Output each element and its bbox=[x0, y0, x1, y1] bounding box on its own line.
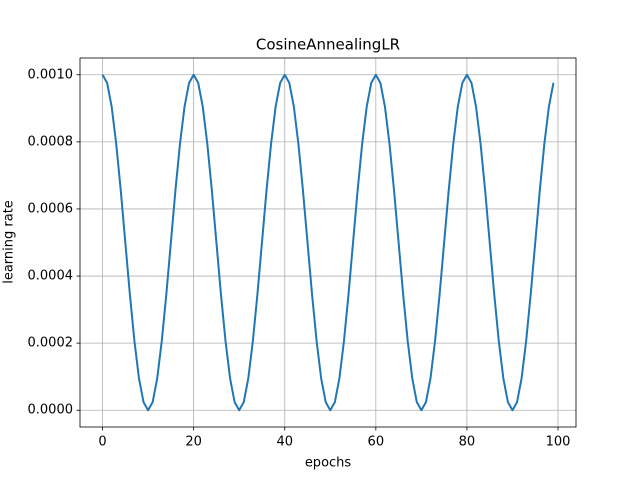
y-axis-label: learning rate bbox=[2, 200, 17, 284]
x-tick-label: 20 bbox=[185, 435, 202, 450]
x-tick-label: 80 bbox=[459, 435, 476, 450]
x-tick-label: 40 bbox=[276, 435, 293, 450]
line bbox=[101, 73, 555, 412]
y-tick-label: 0.0002 bbox=[28, 336, 74, 351]
y-tick-label: 0.0008 bbox=[28, 134, 74, 149]
x-axis-label: epochs bbox=[305, 456, 352, 471]
chart-title: CosineAnnealingLR bbox=[256, 36, 400, 54]
x-tick-label: 60 bbox=[368, 435, 385, 450]
y-tick-label: 0.0000 bbox=[28, 403, 74, 418]
x-tick-label: 100 bbox=[546, 435, 571, 450]
y-tick-label: 0.0006 bbox=[28, 201, 74, 216]
plot-frame bbox=[79, 57, 577, 428]
y-tick-label: 0.0004 bbox=[28, 269, 74, 284]
x-tick-label: 0 bbox=[98, 435, 106, 450]
y-tick-label: 0.0010 bbox=[28, 67, 74, 82]
